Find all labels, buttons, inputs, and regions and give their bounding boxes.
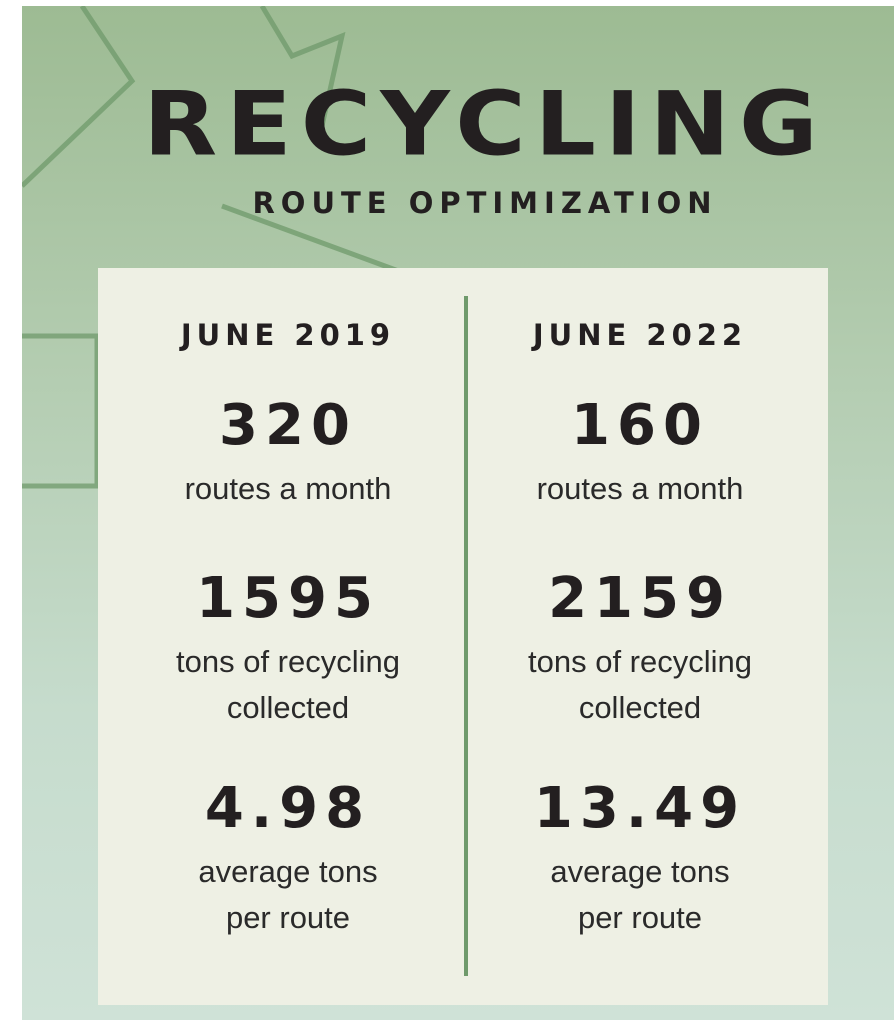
- stat-value: 320: [108, 393, 468, 458]
- stats-panel: JUNE 2019 320 routes a month 1595 tons of re…: [98, 268, 828, 1005]
- stat-label: collected: [460, 690, 820, 726]
- title: RECYCLING: [22, 72, 894, 175]
- stat-label: per route: [460, 900, 820, 936]
- stat-value: 4.98: [108, 776, 468, 841]
- column-heading: JUNE 2019: [108, 318, 468, 352]
- poster: RECYCLING ROUTE OPTIMIZATION JUNE 2019 32…: [22, 6, 894, 1020]
- subtitle: ROUTE OPTIMIZATION: [22, 186, 894, 220]
- stat-label: average tons: [108, 854, 468, 890]
- stat-label: per route: [108, 900, 468, 936]
- column-heading: JUNE 2022: [460, 318, 820, 352]
- stat-label: average tons: [460, 854, 820, 890]
- stat-label: tons of recycling: [108, 644, 468, 680]
- stat-label: routes a month: [108, 471, 468, 507]
- stat-value: 2159: [460, 566, 820, 631]
- stat-label: routes a month: [460, 471, 820, 507]
- page: {"header": {"title": "RECYCLING", "subti…: [0, 0, 894, 1024]
- stat-value: 1595: [108, 566, 468, 631]
- stat-label: tons of recycling: [460, 644, 820, 680]
- stat-label: collected: [108, 690, 468, 726]
- arrow-outline: [22, 336, 97, 486]
- stat-value: 13.49: [460, 776, 820, 841]
- stat-value: 160: [460, 393, 820, 458]
